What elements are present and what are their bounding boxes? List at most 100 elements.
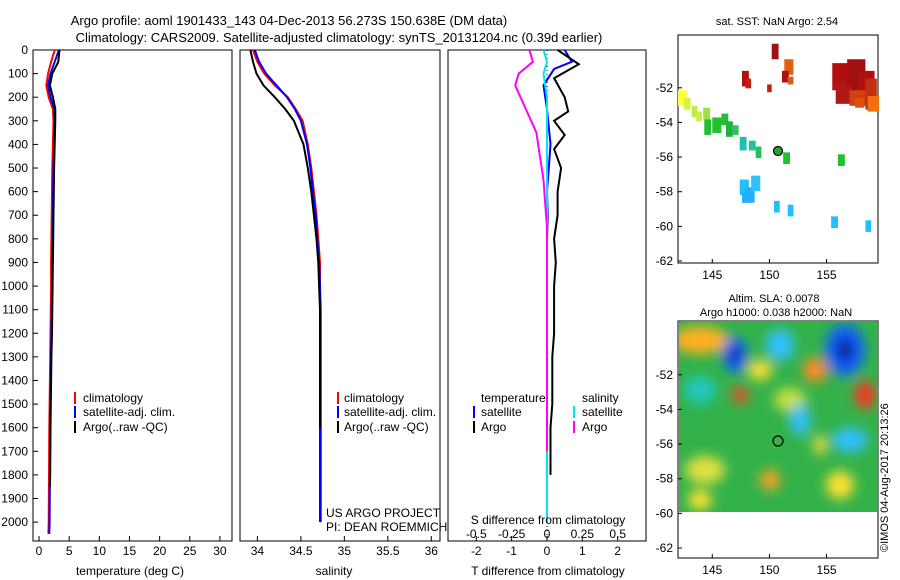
sst-cell bbox=[832, 63, 851, 91]
y-tick-label: 1800 bbox=[1, 468, 28, 482]
temperature-plot-frame bbox=[32, 49, 233, 542]
legend-label-climatology: climatology bbox=[344, 391, 404, 405]
x-tick-label: 35.5 bbox=[376, 544, 400, 558]
sst-cell bbox=[748, 140, 756, 151]
sst-cell bbox=[732, 125, 739, 135]
series-line-temperature-argo bbox=[549, 49, 581, 475]
y-tick-label: 800 bbox=[8, 232, 28, 246]
difference-series-group bbox=[514, 49, 581, 523]
legend-label-t-argo: Argo bbox=[481, 420, 507, 434]
x-tick-label: 1 bbox=[579, 544, 586, 558]
sst-cell bbox=[745, 187, 755, 203]
temperature-legend: climatology satellite-adj. clim. Argo(..… bbox=[74, 391, 175, 434]
sst-cell bbox=[696, 111, 702, 122]
x-tick-label-top: -0.5 bbox=[466, 527, 487, 541]
sst-cell bbox=[783, 152, 790, 164]
x-tick-label: 155 bbox=[817, 563, 837, 577]
legend-label-argo: Argo(..raw -QC) bbox=[344, 420, 429, 434]
x-tick-label-top: -0.25 bbox=[498, 527, 526, 541]
y-tick-label: 300 bbox=[8, 114, 28, 128]
sst-cell bbox=[739, 136, 747, 151]
salinity-plot-frame bbox=[239, 49, 441, 542]
x-tick-label: 10 bbox=[93, 544, 107, 558]
y-tick-label: 1400 bbox=[1, 373, 28, 387]
sst-cell bbox=[865, 78, 877, 110]
t-difference-axis-ticks: -2 -1 0 1 2 bbox=[471, 536, 621, 558]
series-line-salinity-argo bbox=[514, 49, 548, 452]
credit-text: US ARGO PROJECT PI: DEAN ROEMMICH bbox=[326, 506, 447, 534]
y-tick-label: 400 bbox=[8, 137, 28, 151]
sla-map-panel: Altim. SLA: 0.0078 Argo h1000: 0.038 h20… bbox=[656, 293, 879, 577]
sst-cell bbox=[712, 117, 722, 133]
sst-map-panel: sat. SST: NaN Argo: 2.54 145 150 155 -52 -54… bbox=[656, 16, 880, 282]
y-tick-label: 200 bbox=[8, 90, 28, 104]
y-tick-label: -58 bbox=[656, 472, 674, 486]
sst-cell bbox=[751, 175, 761, 192]
x-tick-label: 30 bbox=[213, 544, 227, 558]
x-tick-label: 155 bbox=[817, 268, 837, 282]
sst-cell bbox=[787, 204, 794, 217]
y-tick-label: -54 bbox=[656, 115, 674, 129]
salinity-legend: climatology satellite-adj. clim. Argo(..… bbox=[337, 391, 436, 434]
temperature-axis-ticks: 0 5 10 15 20 25 30 bbox=[36, 536, 227, 558]
salinity-axis-ticks: 34 34.5 35 35.5 36 bbox=[251, 536, 438, 558]
legend-label-s-satellite: satellite bbox=[582, 405, 623, 419]
y-tick-label: 1300 bbox=[1, 350, 28, 364]
sst-cell bbox=[691, 105, 698, 118]
legend-label-satellite-adj: satellite-adj. clim. bbox=[83, 405, 175, 419]
sla-field bbox=[679, 322, 877, 512]
sst-cell bbox=[865, 220, 872, 232]
sst-cell bbox=[767, 84, 772, 93]
y-tick-label: 700 bbox=[8, 208, 28, 222]
t-difference-axis-label: T difference from climatology bbox=[471, 564, 625, 578]
sst-cell bbox=[831, 216, 838, 229]
legend-label-climatology: climatology bbox=[83, 391, 143, 405]
y-tick-label: -60 bbox=[656, 506, 674, 520]
y-tick-label: 1200 bbox=[1, 326, 28, 340]
x-tick-label: 5 bbox=[66, 544, 73, 558]
sst-cell bbox=[784, 59, 794, 75]
sst-data-cells bbox=[678, 43, 880, 232]
y-tick-label: -62 bbox=[656, 541, 674, 555]
sst-cell bbox=[771, 43, 779, 60]
x-tick-label-top: 0 bbox=[544, 527, 551, 541]
y-tick-label: -60 bbox=[656, 219, 674, 233]
x-tick-label: 145 bbox=[702, 563, 722, 577]
sst-cell bbox=[774, 200, 780, 213]
sst-cell bbox=[703, 107, 710, 120]
sst-cell bbox=[683, 98, 691, 110]
argo-position-marker bbox=[772, 435, 784, 447]
y-tick-label: 1100 bbox=[2, 303, 28, 317]
sst-map-title: sat. SST: NaN Argo: 2.54 bbox=[716, 16, 838, 28]
x-tick-label-top: 0.5 bbox=[609, 527, 626, 541]
difference-legend: temperature satellite Argo salinity sate… bbox=[473, 391, 623, 434]
y-tick-label: 1900 bbox=[1, 492, 28, 506]
s-difference-axis-ticks: -0.5 -0.25 0 0.25 0.5 bbox=[466, 527, 626, 541]
x-tick-label: 150 bbox=[759, 563, 779, 577]
temperature-panel: 0100200300400500600700800900100011001200… bbox=[1, 43, 233, 578]
y-tick-label: 100 bbox=[8, 67, 28, 81]
legend-label-satellite-adj: satellite-adj. clim. bbox=[344, 405, 436, 419]
header-line1: Argo profile: aoml 1901433_143 04-Dec-20… bbox=[71, 13, 508, 28]
x-tick-label: -1 bbox=[506, 544, 517, 558]
sst-cell bbox=[838, 154, 845, 166]
y-tick-label: -54 bbox=[656, 402, 674, 416]
sst-cell bbox=[678, 90, 688, 106]
y-tick-label: 1600 bbox=[1, 421, 28, 435]
x-tick-label: -2 bbox=[471, 544, 482, 558]
sla-map-subtitle: Argo h1000: 0.038 h2000: NaN bbox=[700, 307, 852, 319]
x-tick-label: 35 bbox=[338, 544, 352, 558]
y-tick-label: -58 bbox=[656, 185, 674, 199]
temperature-series-group bbox=[45, 49, 61, 534]
depth-axis-ticks: 0 100 200 300 400 500 600 700 800 900 1000 1100 1200… bbox=[1, 43, 38, 529]
difference-panel: -2 -1 0 1 2 -0.5 -0.25 0 0.25 0.5 S difference f… bbox=[447, 49, 647, 578]
salinity-panel: 34 34.5 35 35.5 36 salinity climatology sate… bbox=[239, 49, 447, 578]
x-tick-label: 34.5 bbox=[289, 544, 313, 558]
x-tick-label: 15 bbox=[123, 544, 137, 558]
watermark-text: ©IMOS 04-Aug-2017 20:13:26 bbox=[879, 403, 891, 552]
s-difference-axis-label: S difference from climatology bbox=[471, 513, 626, 527]
temperature-axis-label: temperature (deg C) bbox=[76, 564, 184, 578]
salinity-series-group bbox=[249, 49, 322, 523]
sst-cell bbox=[721, 113, 729, 126]
